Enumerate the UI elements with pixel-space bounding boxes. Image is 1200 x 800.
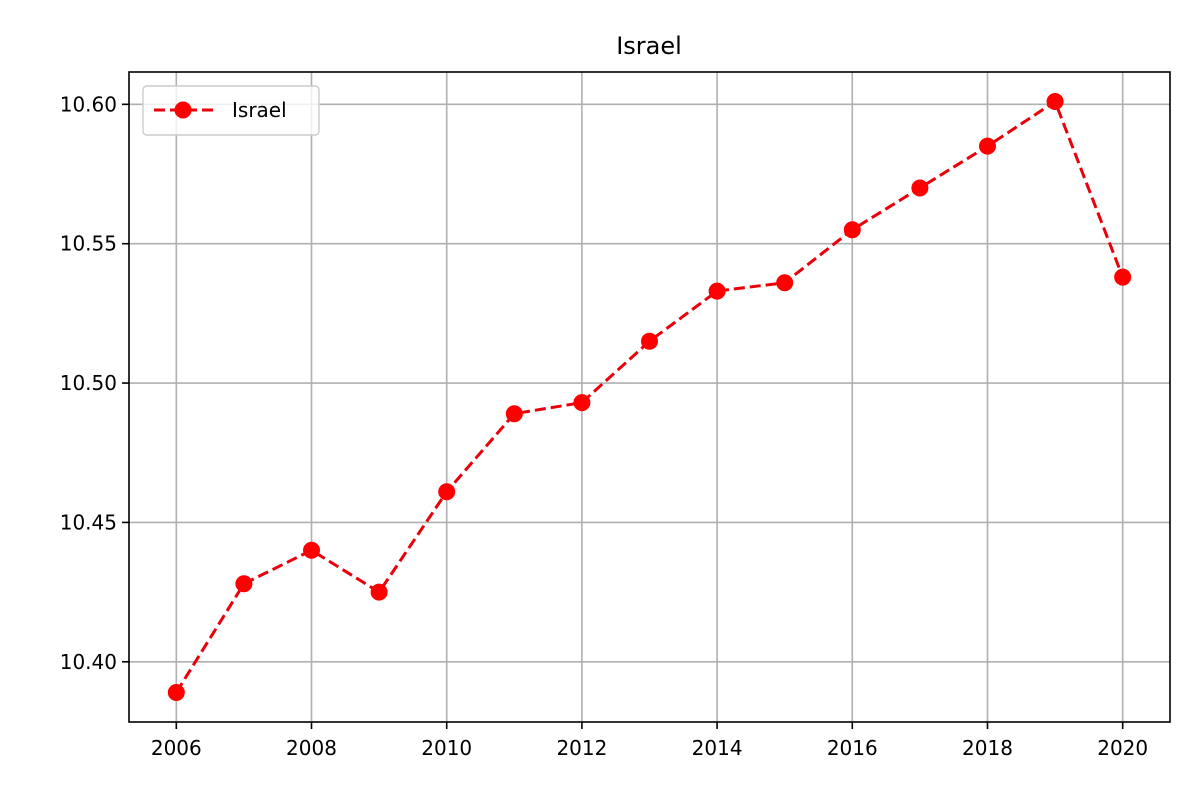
x-tick-label: 2014 [692, 736, 743, 760]
y-tick-label: 10.55 [60, 232, 117, 256]
legend-marker-swatch [174, 101, 192, 119]
data-point [370, 583, 388, 601]
y-tick-label: 10.45 [60, 510, 117, 534]
legend-label-israel: Israel [232, 98, 287, 122]
data-point [167, 683, 185, 701]
data-point [641, 332, 658, 350]
x-tick-label: 2010 [421, 736, 472, 760]
x-tick-label: 2016 [827, 736, 878, 760]
x-tick-label: 2012 [556, 736, 607, 760]
chart-title: Israel [616, 32, 682, 60]
x-tick-label: 2020 [1097, 736, 1148, 760]
data-point [1046, 93, 1064, 111]
data-point [438, 483, 456, 501]
grid [129, 72, 1170, 722]
data-point [843, 221, 861, 239]
data-point [978, 137, 996, 155]
x-tick-label: 2018 [962, 736, 1013, 760]
x-tick-label: 2006 [151, 736, 202, 760]
legend: Israel [142, 85, 320, 136]
y-tick-label: 10.50 [60, 371, 117, 395]
y-tick-label: 10.40 [60, 650, 117, 674]
data-point [776, 274, 794, 292]
series-layer [167, 93, 1132, 701]
data-point [573, 394, 591, 412]
legend-frame [142, 85, 320, 136]
data-point [505, 405, 523, 423]
data-point [1114, 268, 1132, 286]
data-point [235, 575, 253, 593]
data-point [708, 282, 726, 300]
data-point [911, 179, 929, 197]
y-axis: 10.40 10.45 10.50 10.55 10.60 [60, 92, 129, 674]
x-tick-label: 2008 [286, 736, 337, 760]
y-tick-label: 10.60 [60, 92, 117, 116]
plot-area-frame [128, 71, 1171, 723]
x-axis: 2006 2008 2010 2012 2014 2016 2018 2020 [151, 722, 1148, 760]
data-point [303, 541, 321, 559]
